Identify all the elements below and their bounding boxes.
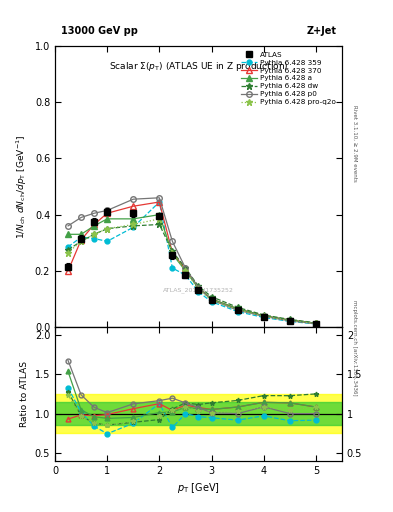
Y-axis label: Ratio to ATLAS: Ratio to ATLAS [20, 361, 29, 427]
Text: 13000 GeV pp: 13000 GeV pp [61, 26, 138, 36]
Text: Rivet 3.1.10, ≥ 2.9M events: Rivet 3.1.10, ≥ 2.9M events [352, 105, 357, 182]
Text: ATLAS_2019_I1735252: ATLAS_2019_I1735252 [163, 288, 234, 293]
Y-axis label: $1/N_\mathrm{ch}\ dN_\mathrm{ch}/dp_\mathrm{T}\ \mathrm{[GeV^{-1}]}$: $1/N_\mathrm{ch}\ dN_\mathrm{ch}/dp_\mat… [15, 135, 29, 239]
Legend: ATLAS, Pythia 6.428 359, Pythia 6.428 370, Pythia 6.428 a, Pythia 6.428 dw, Pyth: ATLAS, Pythia 6.428 359, Pythia 6.428 37… [239, 50, 338, 107]
Text: mcplots.cern.ch [arXiv:1306.3436]: mcplots.cern.ch [arXiv:1306.3436] [352, 301, 357, 396]
Text: Z+Jet: Z+Jet [306, 26, 336, 36]
Text: Scalar $\Sigma(p_\mathrm{T})$ (ATLAS UE in Z production): Scalar $\Sigma(p_\mathrm{T})$ (ATLAS UE … [109, 60, 288, 73]
X-axis label: $p_\mathrm{T}\ \mathrm{[GeV]}$: $p_\mathrm{T}\ \mathrm{[GeV]}$ [177, 481, 220, 495]
